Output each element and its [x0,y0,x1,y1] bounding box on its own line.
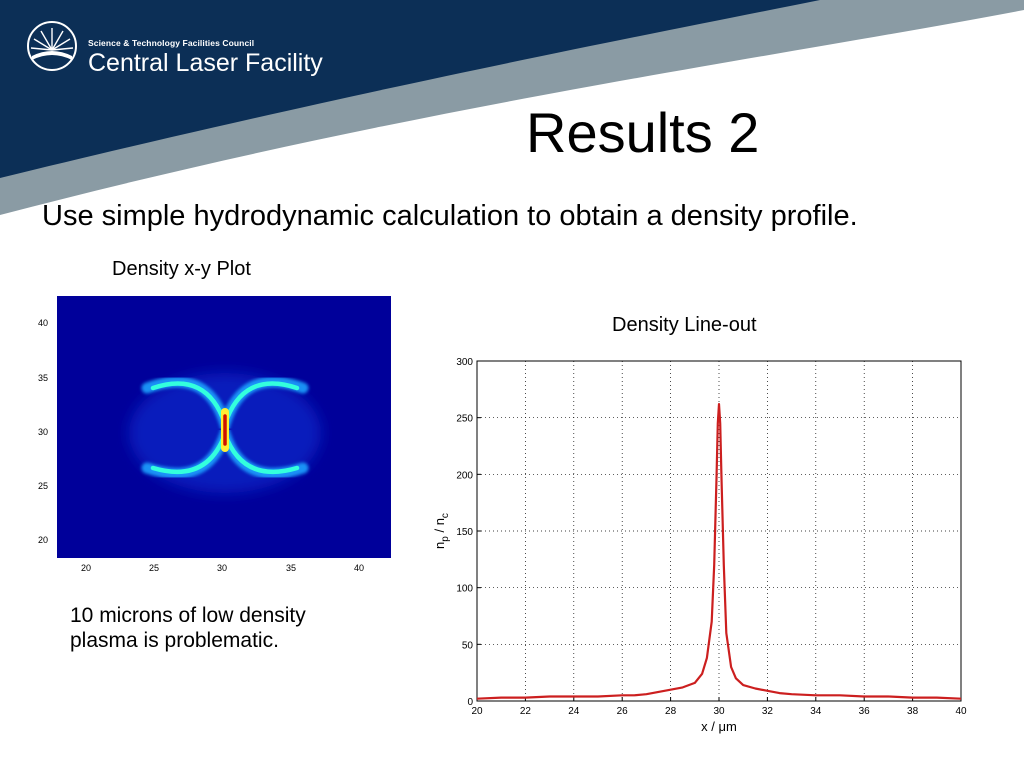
xy-x-tick-label: 40 [354,563,365,573]
xy-x-tick-label: 20 [81,563,92,573]
lineout-plot-area [476,360,962,702]
x-tick-label: 34 [810,706,822,717]
header-banner [0,0,1024,215]
xy-x-tick-label: 25 [149,563,160,573]
x-tick-label: 20 [471,706,483,717]
x-tick-label: 38 [907,706,919,717]
y-tick-label: 150 [456,527,473,538]
y-tick-label: 300 [456,357,473,368]
xy-x-tick-label: 30 [217,563,228,573]
y-tick-label: 100 [456,584,473,595]
x-tick-label: 30 [713,706,725,717]
slide-title: Results 2 [526,101,760,164]
org-facility-name: Central Laser Facility [88,49,323,77]
lineout-y-axis-label: np / nc [432,513,451,549]
xy-plot-caption: Density x-y Plot [112,258,251,280]
xy-y-tick-label: 35 [38,373,49,383]
sunburst-logo-icon [27,21,77,71]
x-tick-label: 32 [762,706,774,717]
org-council-name: Science & Technology Facilities Council [88,38,255,48]
density-xy-plot [57,296,391,558]
lineout-x-axis-label: x / μm [701,719,737,734]
y-tick-label: 250 [456,414,473,425]
xy-x-tick-label: 35 [286,563,297,573]
x-tick-label: 26 [617,706,629,717]
xy-y-tick-label: 40 [38,318,49,328]
banner-background [0,0,820,178]
lineout-grid [477,361,961,701]
lineout-caption: Density Line-out [612,314,757,336]
y-tick-label: 50 [462,640,474,651]
slide-subtitle: Use simple hydrodynamic calculation to o… [42,200,858,232]
x-tick-label: 36 [859,706,871,717]
xy-y-tick-label: 25 [38,481,49,491]
x-tick-label: 24 [568,706,580,717]
density-heatmap-image [57,296,391,558]
xy-y-tick-label: 20 [38,535,49,545]
x-tick-label: 22 [520,706,532,717]
y-tick-label: 200 [456,470,473,481]
xy-y-tick-label: 30 [38,427,49,437]
y-tick-label: 0 [467,697,473,708]
x-tick-label: 28 [665,706,677,717]
lineout-ticks: 20 22 24 26 28 30 32 34 36 38 40 0 50 100 150 200 250 300 [456,357,967,717]
svg-text:np / nc: np / nc [432,513,451,549]
x-tick-label: 40 [955,706,967,717]
slide-note: 10 microns of low density plasma is prob… [70,604,306,652]
lineout-series-line [476,403,962,700]
